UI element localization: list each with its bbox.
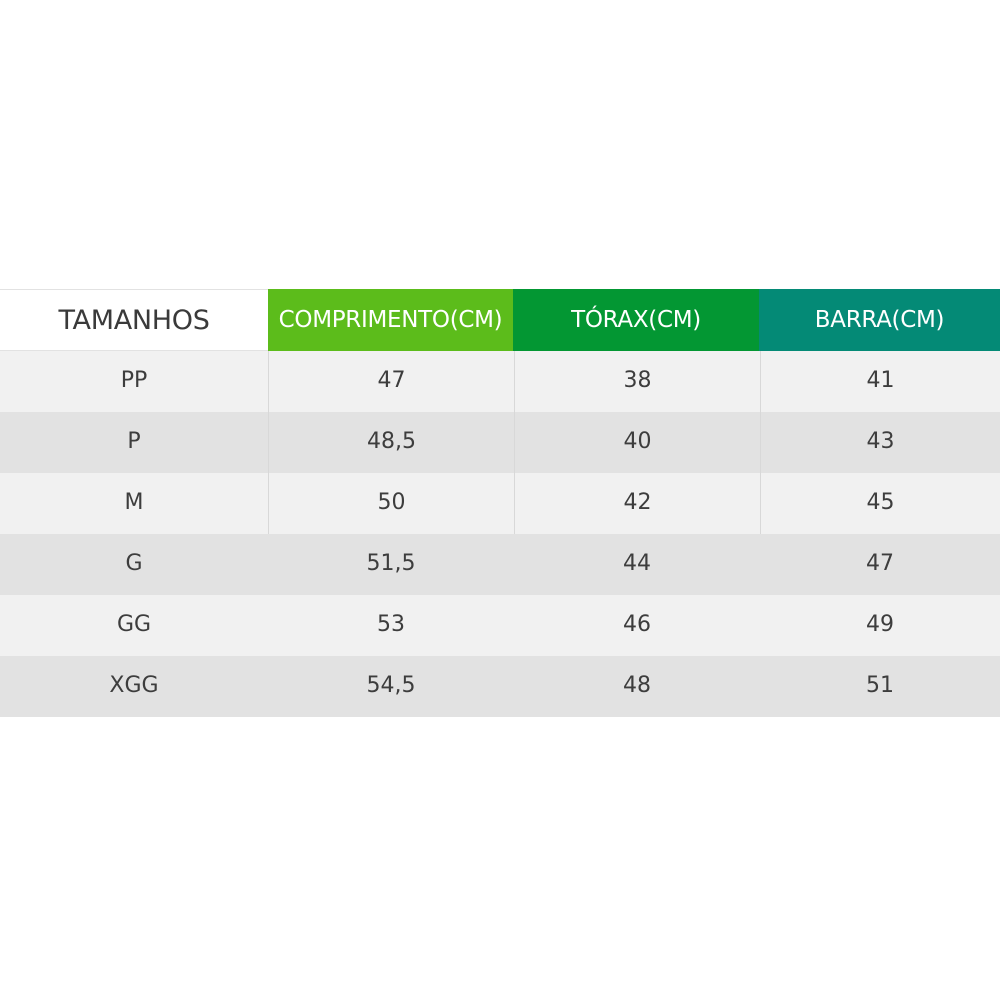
table-header-row: TAMANHOS COMPRIMENTO(CM) TÓRAX(CM) BARRA… [0,289,1000,351]
table-row: PP 47 38 41 [0,351,1000,412]
table-row: P 48,5 40 43 [0,412,1000,473]
header-length: COMPRIMENTO(CM) [268,289,513,351]
hem-cell: 41 [760,351,1000,412]
hem-cell: 43 [760,412,1000,473]
table-row: M 50 42 45 [0,473,1000,534]
hem-cell: 47 [866,551,894,576]
chest-cell: 42 [514,473,760,534]
length-cell: 54,5 [366,673,416,698]
size-cell: PP [120,368,148,393]
header-sizes: TAMANHOS [0,289,268,351]
length-cell: 47 [268,351,514,412]
chest-cell: 46 [623,612,651,637]
table-row: GG 53 46 49 [0,595,1000,656]
chest-cell: 48 [623,673,651,698]
size-cell: XGG [109,673,159,698]
hem-cell: 49 [866,612,894,637]
size-cell: M [124,490,144,515]
length-cell: 48,5 [268,412,514,473]
length-cell: 53 [377,612,405,637]
header-hem: BARRA(CM) [759,289,1000,351]
chest-cell: 38 [514,351,760,412]
size-cell: GG [116,612,152,637]
chest-cell: 40 [514,412,760,473]
hem-cell: 51 [866,673,894,698]
table-row: XGG 54,5 48 51 [0,656,1000,717]
size-cell: G [125,551,143,576]
table-row: G 51,5 44 47 [0,534,1000,595]
chest-cell: 44 [623,551,651,576]
length-cell: 50 [268,473,514,534]
hem-cell: 45 [760,473,1000,534]
size-chart-table: TAMANHOS COMPRIMENTO(CM) TÓRAX(CM) BARRA… [0,289,1000,717]
size-cell: P [127,429,141,454]
header-chest: TÓRAX(CM) [513,289,759,351]
length-cell: 51,5 [366,551,416,576]
